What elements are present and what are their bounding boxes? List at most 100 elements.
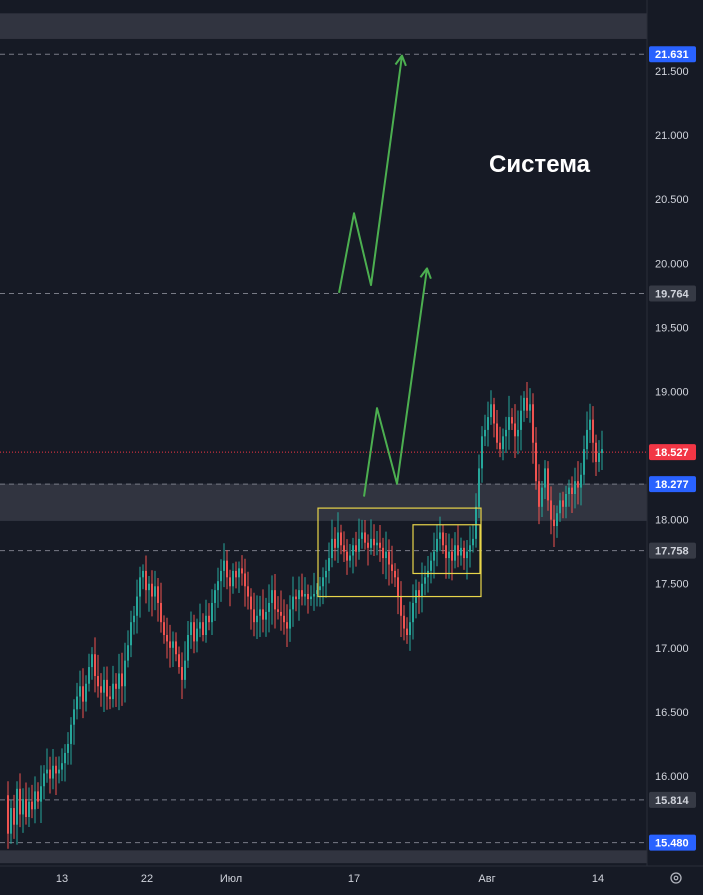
candle-body	[289, 609, 291, 629]
price-tag-label-1: 19.764	[655, 289, 690, 301]
candle-body	[217, 581, 219, 591]
candle-body	[397, 577, 399, 597]
candle-body	[580, 474, 582, 488]
settings-gear-icon[interactable]	[670, 872, 682, 884]
candle-body	[517, 429, 519, 437]
time-axis[interactable]: 13 22 Июл 17 Авг 14	[56, 873, 604, 885]
price-tag-label-0: 21.631	[655, 49, 689, 61]
candle-body	[13, 808, 15, 825]
candle-body	[508, 417, 510, 430]
candle-body	[523, 397, 525, 411]
projection-arrow-0	[338, 55, 403, 293]
candle-body	[199, 622, 201, 629]
candle-body	[568, 487, 570, 494]
candle-body	[307, 593, 309, 600]
candle-body	[277, 609, 279, 612]
candle-body	[124, 660, 126, 687]
candle-body	[262, 609, 264, 620]
candle-body	[481, 436, 483, 469]
candle-body	[334, 538, 336, 548]
candle-body	[265, 611, 267, 620]
candle-body	[421, 583, 423, 597]
candle-body	[64, 752, 66, 764]
candle-body	[571, 487, 573, 494]
candle-body	[154, 586, 156, 597]
candle-body	[172, 641, 174, 648]
candle-body	[436, 538, 438, 552]
candle-body	[16, 788, 18, 825]
candle-body	[463, 547, 465, 559]
candle-body	[247, 586, 249, 597]
candle-body	[535, 442, 537, 482]
arrows-layer	[338, 54, 432, 497]
candle-body	[283, 615, 285, 623]
candle-body	[109, 696, 111, 700]
candle-body	[526, 397, 528, 411]
price-tag-label-4: 17.758	[655, 546, 689, 558]
candle-body	[163, 622, 165, 635]
candle-body	[127, 645, 129, 661]
time-tick-label: Июл	[220, 873, 242, 885]
candle-body	[76, 696, 78, 710]
price-tick-label: 17.500	[655, 579, 689, 591]
candle-body	[496, 423, 498, 443]
zone-2	[0, 850, 647, 864]
candle-body	[175, 641, 177, 655]
candle-body	[139, 577, 141, 597]
candle-body	[361, 532, 363, 539]
candle-body	[274, 590, 276, 610]
candle-body	[574, 481, 576, 494]
candle-body	[547, 468, 549, 501]
candle-body	[10, 808, 12, 834]
candle-body	[106, 679, 108, 697]
candle-body	[409, 622, 411, 635]
candle-body	[40, 786, 42, 802]
candle-body	[136, 596, 138, 616]
candle-body	[142, 570, 144, 578]
candle-body	[376, 542, 378, 546]
candle-body	[322, 577, 324, 587]
candle-body	[202, 622, 204, 635]
candle-body	[43, 773, 45, 787]
candle-body	[97, 676, 99, 687]
candle-body	[241, 568, 243, 574]
price-tick-label: 18.000	[655, 515, 689, 527]
candle-body	[520, 410, 522, 430]
candle-body	[583, 449, 585, 475]
candle-body	[46, 769, 48, 774]
candle-body	[37, 791, 39, 802]
price-tag-1	[649, 285, 696, 302]
candle-body	[478, 468, 480, 507]
candle-body	[502, 436, 504, 450]
candle-body	[451, 551, 453, 561]
candle-body	[346, 551, 348, 561]
candle-body	[385, 551, 387, 559]
candle-body	[31, 801, 33, 810]
candle-body	[211, 602, 213, 623]
candle-body	[121, 673, 123, 687]
candle-body	[73, 709, 75, 725]
candle-body	[325, 570, 327, 578]
candle-body	[403, 615, 405, 629]
candle-body	[295, 596, 297, 600]
candle-body	[316, 590, 318, 594]
price-tick-label: 16.500	[655, 707, 689, 719]
candle-body	[166, 635, 168, 642]
candle-body	[370, 538, 372, 548]
price-tick-label: 19.000	[655, 386, 689, 398]
candle-body	[271, 590, 273, 603]
candle-body	[268, 602, 270, 612]
time-tick-label: 17	[348, 873, 360, 885]
consolidation-box-0	[317, 507, 482, 598]
price-tag-label-5: 15.814	[655, 795, 690, 807]
candle-body	[394, 570, 396, 578]
candle-body	[310, 596, 312, 600]
candle-body	[286, 622, 288, 629]
candle-body	[499, 442, 501, 450]
candle-body	[427, 570, 429, 578]
candle-body	[490, 404, 492, 418]
candle-body	[331, 538, 333, 559]
candle-body	[91, 654, 93, 668]
